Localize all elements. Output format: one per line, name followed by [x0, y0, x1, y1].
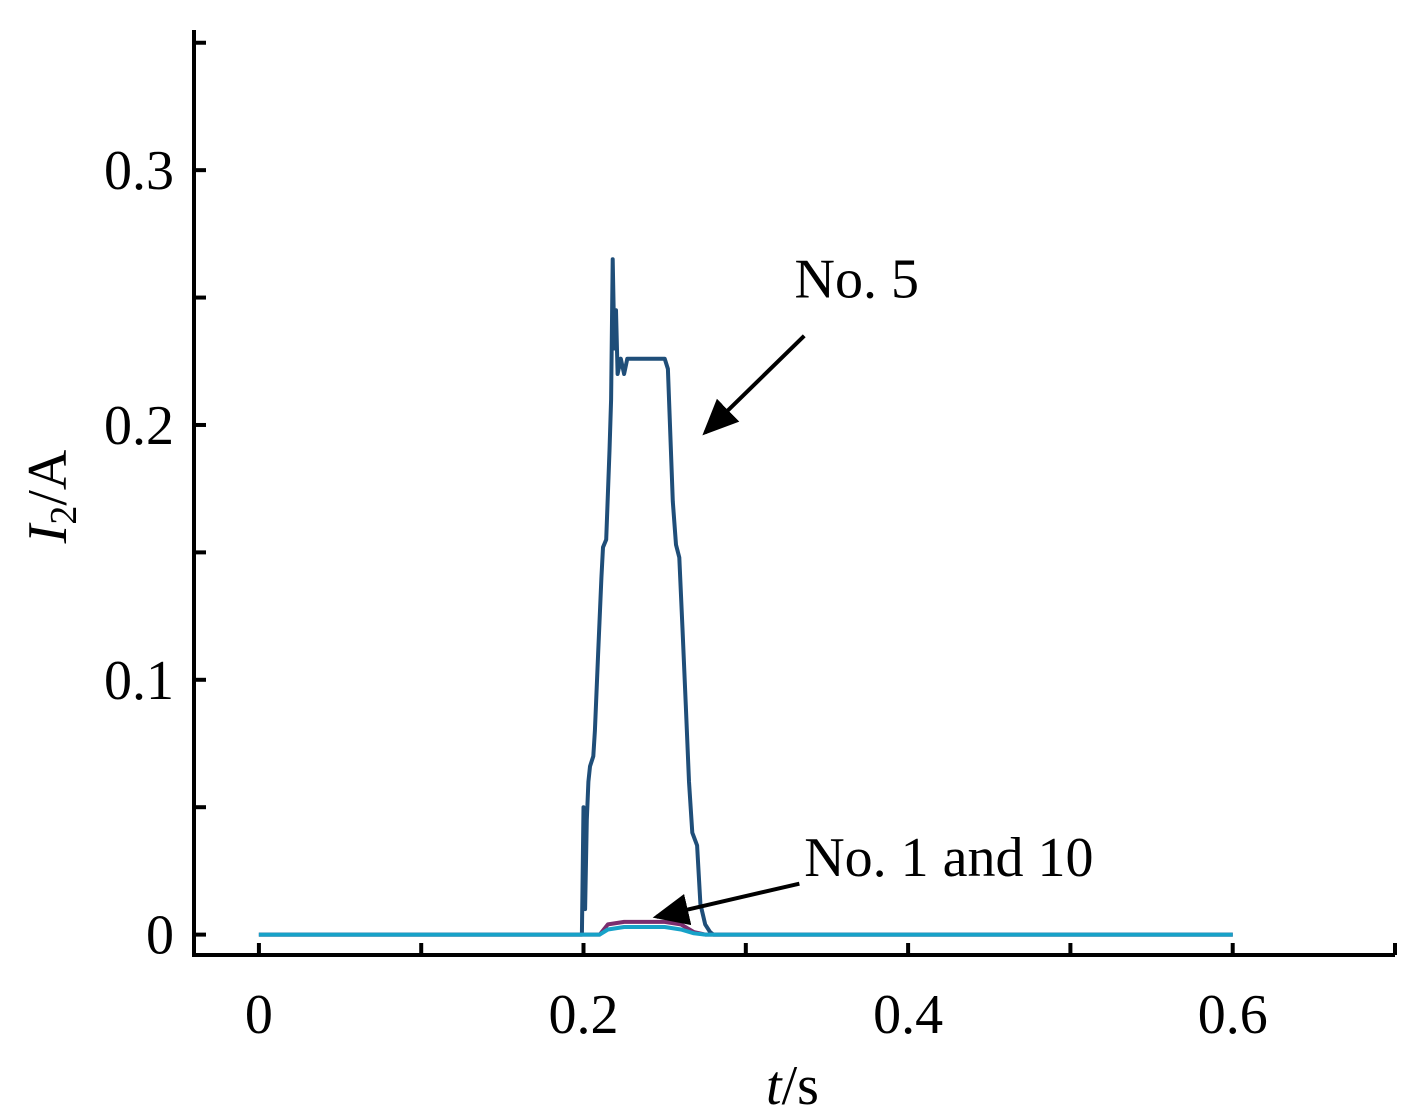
y-axis-title-subscript: 2: [43, 506, 85, 525]
y-axis-title-unit: /A: [17, 449, 79, 506]
y-tick-label: 0.3: [104, 140, 174, 202]
annotation-arrow-1: [702, 334, 806, 436]
annotation-label-2: No. 1 and 10: [804, 827, 1093, 889]
y-tick-label: 0: [146, 905, 174, 967]
x-tick-label: 0.2: [549, 984, 619, 1046]
annotation-label-1: No. 5: [795, 249, 919, 311]
y-axis-title-variable: I: [17, 522, 79, 544]
series-line-1: [258, 257, 1233, 937]
annotation-arrow-2: [652, 881, 800, 926]
y-axis-title: I2/A: [17, 449, 85, 544]
x-axis-title: t/s: [766, 1055, 819, 1116]
annotations-layer: No. 5 No. 1 and 10: [652, 249, 1094, 926]
x-tick-label: 0.6: [1198, 984, 1268, 1046]
x-axis-title-variable: t: [766, 1055, 783, 1116]
labels-layer: 0 0.1 0.2 0.3 0 0.2 0.4 0.6 t/s I2/A: [17, 140, 1268, 1116]
axes-layer: [192, 30, 1397, 957]
x-axis-title-unit: /s: [782, 1055, 819, 1116]
y-tick-label: 0.2: [104, 395, 174, 457]
x-tick-label: 0.4: [873, 984, 943, 1046]
x-tick-label: 0: [245, 984, 273, 1046]
y-tick-label: 0.1: [104, 650, 174, 712]
series-line-3: [258, 925, 1233, 937]
